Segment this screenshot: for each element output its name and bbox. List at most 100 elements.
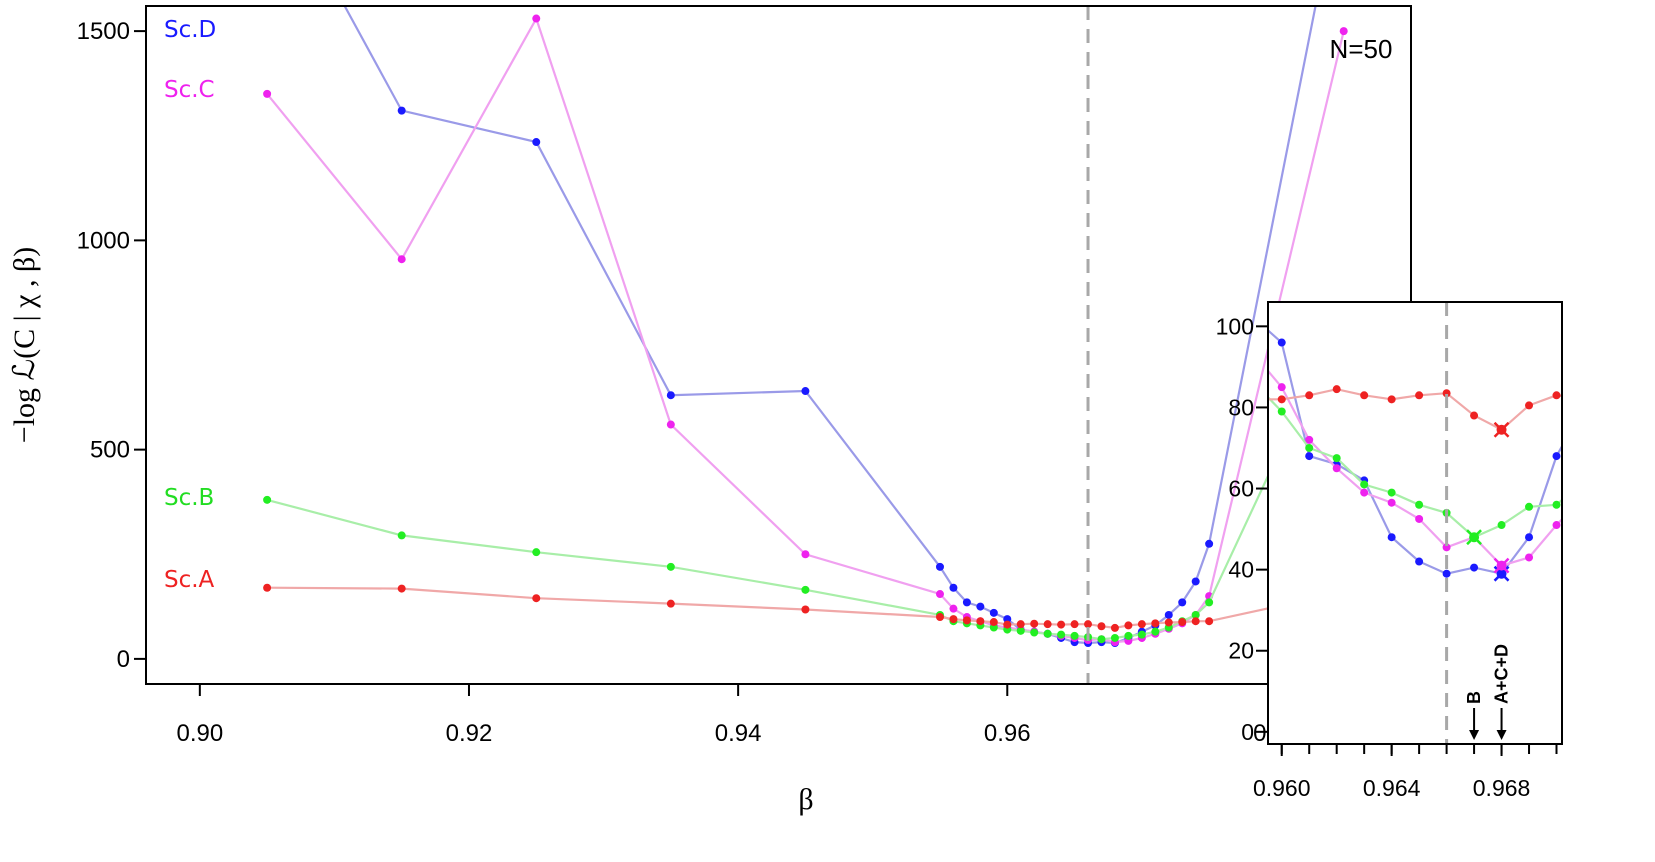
inset-x-tick-label: 0.960 [1253,775,1311,801]
inset-cross-sc-a [1493,421,1510,438]
inset-point-sc-a [1470,411,1479,420]
main-data-layer [263,6,1348,647]
inset-point-sc-a [1442,389,1451,398]
main-point-sc-d [532,138,541,147]
inset-point-sc-c [1525,553,1534,562]
main-x-tick-label: 0.90 [176,720,223,747]
main-point-sc-d [949,583,958,592]
main-point-sc-a [1057,620,1066,629]
inset-point-sc-c [1277,383,1286,392]
main-line-sc-c [266,15,1345,644]
main-y-tick-label: 0 [117,646,130,673]
main-point-sc-d [1205,539,1214,548]
main-point-sc-b [1191,610,1200,619]
inset-point-sc-b [1497,521,1506,530]
inset-minimum-marker-sc-b [1466,529,1482,546]
main-point-sc-a [1030,619,1039,628]
arrow-head [1469,730,1480,740]
main-x-tick-label: 0.96 [984,720,1031,747]
main-point-sc-a [1151,619,1160,628]
main-point-sc-c [949,604,958,613]
main-point-sc-a [1084,620,1093,629]
main-point-sc-b [1124,631,1133,640]
main-point-sc-b [1030,628,1039,637]
main-x-axis-title: β [798,783,813,816]
main-point-sc-b [1137,630,1146,639]
inset-point-sc-b [1305,443,1314,452]
inset-point-sc-d [1525,533,1534,542]
main-point-sc-b [1070,631,1079,640]
main-point-sc-a [949,615,958,624]
main-point-sc-b [666,562,675,571]
main-point-sc-a [397,584,406,593]
main-point-sc-d [976,602,985,611]
main-x-tick-label: 0.92 [446,720,493,747]
inset-point-sc-b [1277,407,1286,416]
inset-y-tick-label: 100 [1216,313,1254,339]
main-point-sc-a [532,594,541,603]
inset-point-sc-d [1470,563,1479,572]
arrow-label: B [1464,691,1484,704]
inset-point-sc-d [1580,403,1588,411]
main-point-sc-b [1057,630,1066,639]
inset-point-sc-b [1552,500,1561,509]
main-point-sc-a [989,618,998,627]
main-point-sc-a [263,583,272,592]
inset-data-layer [1250,328,1588,582]
main-point-sc-b [1016,626,1025,635]
inset-point-sc-c [1305,435,1314,444]
main-point-sc-b [1097,635,1106,644]
series-label-sc-d: Sc.D [164,17,216,43]
main-point-sc-b [263,495,272,504]
main-point-sc-b [1043,629,1052,638]
main-point-sc-a [1043,620,1052,629]
main-point-sc-a [1191,617,1200,626]
main-point-sc-a [1003,620,1012,629]
inset-minimum-marker-sc-a [1493,421,1510,438]
main-point-sc-c [666,420,675,429]
inset-point-sc-a [1332,385,1341,394]
inset-point-sc-b [1580,476,1588,484]
inset-arrow-a-c-d: A+C+D [1492,644,1512,740]
inset-background [1268,302,1562,744]
main-point-sc-b [1110,633,1119,642]
sample-size-annotation: N=50 [1330,34,1393,64]
inset-point-sc-a [1277,395,1286,404]
inset-point-sc-d [1415,557,1424,566]
inset-plot: 0.960 0.964 0.968 0 20 40 60 80 100 B A+C+D [1216,301,1588,801]
main-point-sc-d [1178,598,1187,607]
inset-point-sc-b [1387,488,1396,497]
main-point-sc-a [1016,620,1025,629]
inset-point-sc-d [1552,452,1561,461]
inset-point-sc-a [1360,391,1369,400]
inset-minimum-arrows: B A+C+D [1464,644,1512,740]
inset-point-sc-c [1415,514,1424,523]
inset-point-sc-b [1332,454,1341,463]
inset-point-sc-a [1552,391,1561,400]
inset-cross-sc-b [1466,529,1482,546]
main-point-sc-d [666,391,675,400]
inset-point-sc-b [1415,500,1424,509]
inset-point-sc-c [1332,464,1341,473]
inset-point-sc-c [1387,498,1396,507]
inset-point-sc-a [1580,395,1588,403]
main-point-sc-b [1205,598,1214,607]
main-y-tick-label: 500 [90,437,130,464]
main-point-sc-b [801,585,810,594]
inset-point-sc-a [1387,395,1396,404]
inset-point-sc-c [1250,351,1258,359]
main-point-sc-a [1137,620,1146,629]
main-point-sc-c [1339,27,1348,36]
main-point-sc-c [263,89,272,98]
inset-point-sc-b [1250,379,1258,387]
main-point-sc-a [962,616,971,625]
main-point-sc-b [532,548,541,557]
inset-minimum-marker-sc-c [1493,557,1510,574]
inset-point-sc-d [1305,452,1314,461]
main-point-sc-a [1124,621,1133,630]
inset-point-sc-d [1277,338,1286,347]
main-point-sc-b [397,531,406,540]
series-label-sc-b: Sc.B [164,485,214,511]
main-point-sc-a [666,599,675,608]
